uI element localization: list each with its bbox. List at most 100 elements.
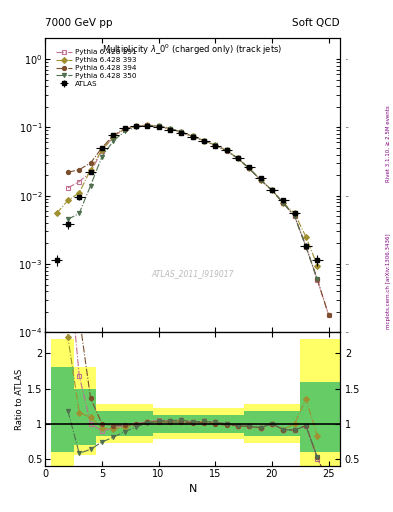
- Pythia 6.428 394: [134, 123, 138, 129]
- Pythia 6.428 394: [156, 123, 161, 130]
- Pythia 6.428 394: [111, 133, 116, 139]
- Pythia 6.428 391: [122, 125, 127, 132]
- Pythia 6.428 393: [134, 123, 138, 130]
- Pythia 6.428 391: [270, 187, 274, 194]
- Pythia 6.428 391: [66, 185, 70, 191]
- Pythia 6.428 394: [270, 187, 274, 194]
- Pythia 6.428 391: [292, 213, 297, 219]
- Pythia 6.428 350: [235, 156, 240, 162]
- Pythia 6.428 393: [156, 123, 161, 129]
- Pythia 6.428 394: [303, 244, 308, 250]
- Pythia 6.428 393: [258, 177, 263, 183]
- Pythia 6.428 393: [235, 156, 240, 162]
- Pythia 6.428 393: [179, 129, 184, 135]
- Pythia 6.428 350: [134, 124, 138, 131]
- Pythia 6.428 393: [77, 190, 82, 196]
- Pythia 6.428 394: [190, 134, 195, 140]
- Pythia 6.428 350: [258, 177, 263, 183]
- Pythia 6.428 394: [315, 276, 320, 282]
- Pythia 6.428 350: [190, 133, 195, 139]
- Pythia 6.428 394: [99, 145, 104, 151]
- Pythia 6.428 393: [213, 142, 218, 148]
- Line: Pythia 6.428 393: Pythia 6.428 393: [55, 123, 320, 268]
- Pythia 6.428 350: [167, 125, 172, 132]
- Pythia 6.428 393: [247, 165, 252, 172]
- Pythia 6.428 394: [326, 312, 331, 318]
- Pythia 6.428 391: [224, 147, 229, 154]
- X-axis label: N: N: [188, 484, 197, 494]
- Pythia 6.428 394: [66, 169, 70, 175]
- Pythia 6.428 394: [88, 160, 93, 166]
- Pythia 6.428 393: [167, 125, 172, 132]
- Pythia 6.428 350: [292, 213, 297, 219]
- Pythia 6.428 391: [247, 165, 252, 172]
- Pythia 6.428 350: [179, 129, 184, 135]
- Pythia 6.428 393: [303, 233, 308, 240]
- Pythia 6.428 393: [88, 166, 93, 173]
- Pythia 6.428 394: [167, 126, 172, 132]
- Pythia 6.428 394: [224, 148, 229, 154]
- Pythia 6.428 391: [281, 200, 286, 206]
- Line: Pythia 6.428 391: Pythia 6.428 391: [66, 123, 331, 317]
- Pythia 6.428 391: [315, 277, 320, 283]
- Pythia 6.428 350: [145, 122, 150, 129]
- Pythia 6.428 394: [258, 177, 263, 183]
- Pythia 6.428 393: [122, 126, 127, 132]
- Pythia 6.428 350: [88, 183, 93, 189]
- Pythia 6.428 393: [202, 138, 206, 144]
- Pythia 6.428 350: [270, 187, 274, 194]
- Pythia 6.428 391: [326, 312, 331, 318]
- Pythia 6.428 393: [281, 200, 286, 206]
- Pythia 6.428 350: [156, 123, 161, 129]
- Text: Rivet 3.1.10, ≥ 2.5M events: Rivet 3.1.10, ≥ 2.5M events: [386, 105, 391, 182]
- Pythia 6.428 393: [99, 146, 104, 153]
- Pythia 6.428 393: [66, 198, 70, 204]
- Pythia 6.428 391: [258, 177, 263, 183]
- Pythia 6.428 350: [99, 154, 104, 160]
- Pythia 6.428 350: [224, 147, 229, 154]
- Pythia 6.428 393: [224, 147, 229, 154]
- Text: ATLAS_2011_I919017: ATLAS_2011_I919017: [151, 269, 234, 278]
- Pythia 6.428 350: [66, 216, 70, 222]
- Pythia 6.428 393: [315, 263, 320, 269]
- Pythia 6.428 394: [77, 166, 82, 173]
- Pythia 6.428 391: [235, 156, 240, 162]
- Text: Multiplicity $\lambda\_0^0$ (charged only) (track jets): Multiplicity $\lambda\_0^0$ (charged onl…: [103, 43, 283, 57]
- Pythia 6.428 350: [213, 142, 218, 148]
- Pythia 6.428 391: [77, 179, 82, 185]
- Text: 7000 GeV pp: 7000 GeV pp: [45, 18, 113, 28]
- Pythia 6.428 350: [122, 129, 127, 135]
- Pythia 6.428 394: [235, 156, 240, 162]
- Text: mcplots.cern.ch [arXiv:1306.3436]: mcplots.cern.ch [arXiv:1306.3436]: [386, 234, 391, 329]
- Pythia 6.428 391: [167, 125, 172, 132]
- Line: Pythia 6.428 394: Pythia 6.428 394: [66, 123, 331, 317]
- Pythia 6.428 394: [145, 122, 150, 129]
- Pythia 6.428 391: [190, 133, 195, 139]
- Y-axis label: Ratio to ATLAS: Ratio to ATLAS: [15, 369, 24, 430]
- Legend: Pythia 6.428 391, Pythia 6.428 393, Pythia 6.428 394, Pythia 6.428 350, ATLAS: Pythia 6.428 391, Pythia 6.428 393, Pyth…: [55, 48, 138, 88]
- Pythia 6.428 391: [213, 142, 218, 148]
- Pythia 6.428 394: [213, 142, 218, 148]
- Pythia 6.428 394: [247, 165, 252, 172]
- Pythia 6.428 393: [145, 122, 150, 129]
- Pythia 6.428 391: [202, 138, 206, 144]
- Pythia 6.428 350: [315, 276, 320, 282]
- Pythia 6.428 391: [179, 129, 184, 135]
- Pythia 6.428 391: [145, 122, 150, 128]
- Pythia 6.428 394: [281, 200, 286, 206]
- Pythia 6.428 391: [99, 148, 104, 154]
- Pythia 6.428 350: [281, 200, 286, 206]
- Pythia 6.428 391: [88, 169, 93, 175]
- Pythia 6.428 391: [303, 244, 308, 250]
- Pythia 6.428 350: [202, 138, 206, 144]
- Pythia 6.428 350: [111, 138, 116, 144]
- Pythia 6.428 393: [270, 187, 274, 194]
- Pythia 6.428 394: [179, 130, 184, 136]
- Pythia 6.428 394: [202, 138, 206, 144]
- Pythia 6.428 350: [77, 210, 82, 217]
- Pythia 6.428 394: [292, 213, 297, 219]
- Pythia 6.428 391: [156, 123, 161, 129]
- Line: Pythia 6.428 350: Pythia 6.428 350: [66, 123, 320, 281]
- Pythia 6.428 350: [303, 244, 308, 250]
- Pythia 6.428 393: [292, 210, 297, 217]
